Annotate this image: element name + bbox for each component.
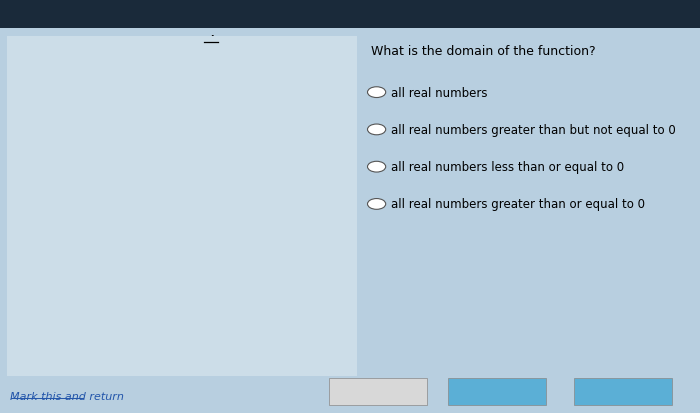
- Text: 6: 6: [267, 361, 273, 370]
- Text: Save and Exit: Save and Exit: [340, 387, 416, 396]
- Text: 01:56:34: 01:56:34: [626, 8, 686, 21]
- Text: -3: -3: [85, 361, 93, 370]
- Text: all real numbers less than or equal to 0: all real numbers less than or equal to 0: [391, 161, 624, 174]
- Text: all real numbers: all real numbers: [391, 86, 487, 100]
- Text: 1: 1: [139, 207, 144, 216]
- Text: 4: 4: [228, 361, 233, 370]
- Text: Next: Next: [484, 387, 510, 396]
- Text: 1: 1: [167, 361, 172, 370]
- Text: 5: 5: [247, 361, 253, 370]
- Text: -4: -4: [64, 361, 74, 370]
- Text: 5: 5: [208, 40, 215, 53]
- Text: Submit: Submit: [603, 387, 643, 396]
- Text: -1: -1: [125, 361, 134, 370]
- Text: √x is shown.: √x is shown.: [221, 37, 294, 50]
- Text: 7: 7: [288, 361, 293, 370]
- Text: 2: 2: [187, 361, 192, 370]
- Text: -1: -1: [135, 294, 144, 303]
- Text: -2: -2: [104, 361, 113, 370]
- Text: -2: -2: [136, 337, 144, 347]
- Text: The graph of the function f(x) =: The graph of the function f(x) =: [10, 37, 203, 50]
- Text: 3: 3: [207, 361, 213, 370]
- Text: all real numbers greater than or equal to 0: all real numbers greater than or equal t…: [391, 198, 645, 211]
- Text: 3: 3: [139, 121, 144, 129]
- Text: 9: 9: [328, 361, 334, 370]
- Text: 4: 4: [139, 77, 144, 86]
- Text: 8: 8: [308, 361, 314, 370]
- Text: y: y: [152, 63, 158, 74]
- Text: 2: 2: [139, 164, 144, 173]
- Text: What is the domain of the function?: What is the domain of the function?: [371, 45, 596, 58]
- Text: -5: -5: [44, 361, 53, 370]
- Text: x: x: [342, 250, 349, 260]
- Text: 4: 4: [208, 34, 215, 47]
- Text: all real numbers greater than but not equal to 0: all real numbers greater than but not eq…: [391, 123, 676, 137]
- Text: Mark this and return: Mark this and return: [10, 392, 125, 401]
